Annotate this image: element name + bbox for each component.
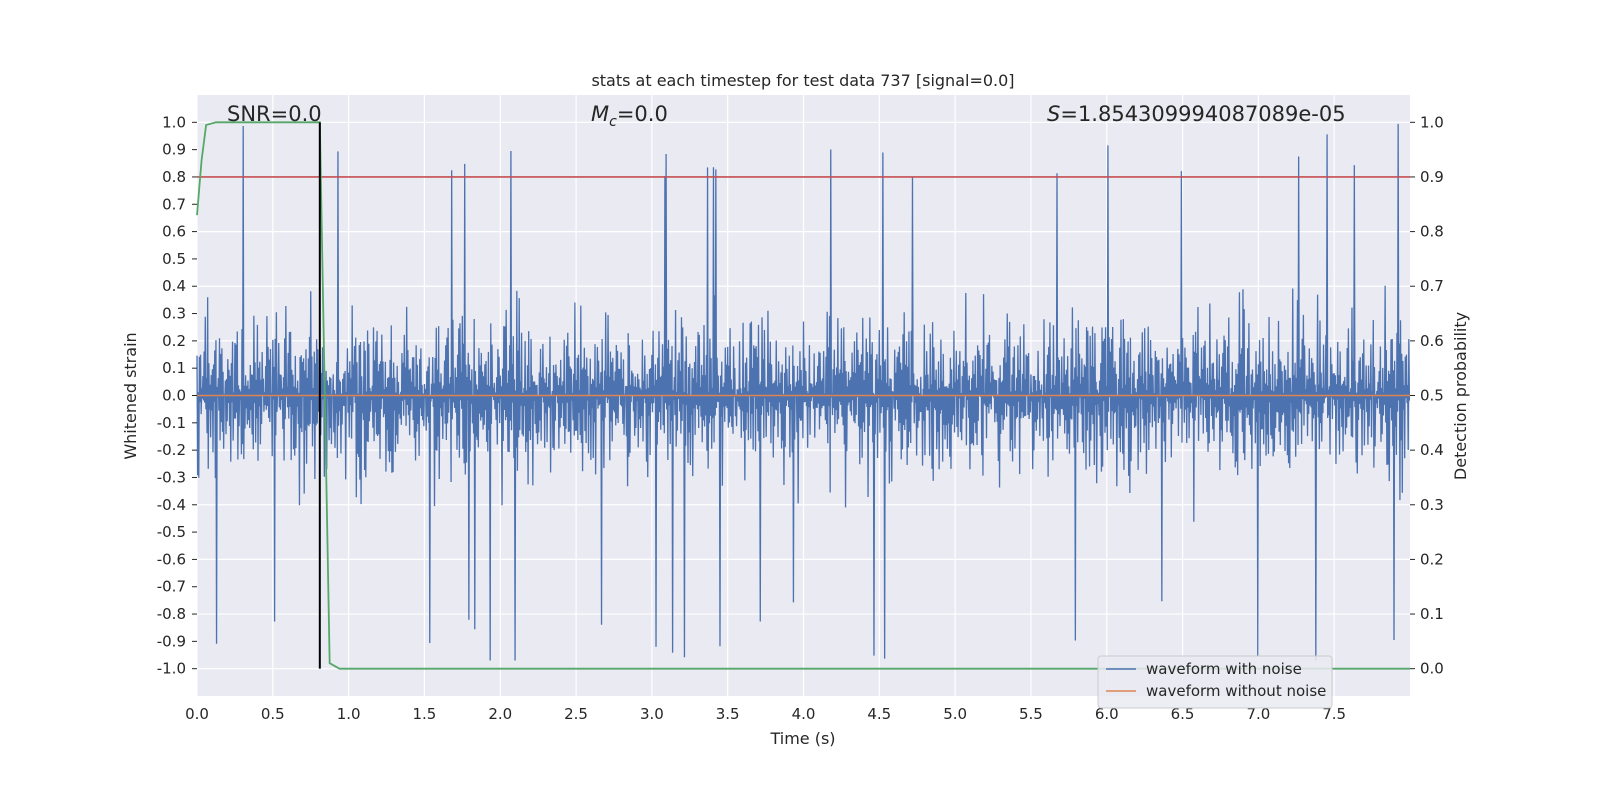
x-tick-label: 0.0 [185, 705, 209, 723]
y2-tick-label: 0.1 [1420, 605, 1444, 623]
chirp-mass-value: =0.0 [617, 102, 668, 126]
x-tick-label: 5.5 [1019, 705, 1043, 723]
y-tick-label: 0.8 [162, 168, 186, 186]
x-tick-label: 1.5 [413, 705, 437, 723]
x-axis-label: Time (s) [769, 729, 835, 748]
y-tick-label: -0.5 [157, 523, 186, 541]
y-tick-label: -1.0 [157, 660, 186, 678]
chirp-mass-symbol: M [591, 102, 609, 126]
snr-annotation: SNR=0.0 [227, 102, 322, 126]
y-tick-label: 0.6 [162, 223, 186, 241]
legend-label-waveform-without-noise: waveform without noise [1146, 682, 1326, 700]
y2-axis-label: Detection probability [1451, 312, 1470, 480]
legend-box [1097, 655, 1333, 709]
y2-tick-label: 0.4 [1420, 441, 1444, 459]
chart-title: stats at each timestep for test data 737… [591, 71, 1014, 90]
y-tick-label: -0.8 [157, 605, 186, 623]
y-tick-label: 0.2 [162, 332, 186, 350]
x-tick-label: 4.0 [792, 705, 816, 723]
y-tick-label: -0.9 [157, 632, 186, 650]
x-tick-label: 1.0 [337, 705, 361, 723]
legend: waveform with noise waveform without noi… [1097, 655, 1333, 709]
x-tick-label: 7.0 [1246, 705, 1270, 723]
detection-probability-line [196, 121, 1410, 670]
y2-tick-label: 0.0 [1420, 660, 1444, 678]
y2-tick-label: 0.3 [1420, 496, 1444, 514]
x-tick-label: 5.0 [943, 705, 967, 723]
y-tick-label: -0.4 [157, 496, 186, 514]
axes: 0.0 0.5 1.0 1.5 2.0 2.5 3.0 3.5 4.0 4.5 5.0 5.5 6.0 6… [157, 113, 1444, 723]
y-tick-label: 1.0 [162, 113, 186, 131]
y2-tick-label: 0.2 [1420, 550, 1444, 568]
noise-waveform-line [196, 123, 1411, 661]
y-tick-label: -0.2 [157, 441, 186, 459]
x-tick-label: 6.0 [1095, 705, 1119, 723]
y2-tick-label: 1.0 [1420, 113, 1444, 131]
statistic-symbol: S [1047, 102, 1060, 126]
y-tick-label: -0.6 [157, 550, 186, 568]
y-tick-label: 0.4 [162, 277, 186, 295]
x-tick-label: 0.5 [261, 705, 285, 723]
y-axis-label: Whitened strain [121, 332, 140, 459]
x-tick-label: 2.0 [488, 705, 512, 723]
y2-tick-label: 0.8 [1420, 223, 1444, 241]
series-waveform-with-noise [196, 123, 1411, 661]
y-tick-label: -0.3 [157, 468, 186, 486]
x-tick-label: 6.5 [1171, 705, 1195, 723]
y-tick-label: 0.7 [162, 195, 186, 213]
y-tick-label: 0.0 [162, 387, 186, 405]
y-tick-label: 0.3 [162, 305, 186, 323]
legend-label-waveform-with-noise: waveform with noise [1146, 660, 1302, 678]
statistic-annotation: S=1.854309994087089e-05 [1047, 102, 1346, 126]
chirp-mass-annotation: Mc=0.0 [591, 102, 668, 130]
y2-tick-label: 0.9 [1420, 168, 1444, 186]
y-tick-label: -0.7 [157, 578, 186, 596]
x-tick-label: 3.5 [716, 705, 740, 723]
y-tick-label: 0.9 [162, 141, 186, 159]
x-tick-label: 4.5 [867, 705, 891, 723]
chirp-mass-subscript: c [609, 114, 617, 130]
y2-tick-label: 0.6 [1420, 332, 1444, 350]
x-tick-label: 7.5 [1322, 705, 1346, 723]
x-tick-label: 3.0 [640, 705, 664, 723]
y-tick-label: -0.1 [157, 414, 186, 432]
y2-tick-label: 0.7 [1420, 277, 1444, 295]
statistic-value: =1.854309994087089e-05 [1060, 102, 1345, 126]
y2-tick-label: 0.5 [1420, 387, 1444, 405]
y-tick-label: 0.5 [162, 250, 186, 268]
overlay-lines [196, 121, 1410, 670]
y-tick-label: 0.1 [162, 359, 186, 377]
x-tick-label: 2.5 [564, 705, 588, 723]
